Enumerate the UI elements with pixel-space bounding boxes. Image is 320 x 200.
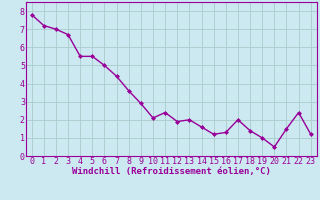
X-axis label: Windchill (Refroidissement éolien,°C): Windchill (Refroidissement éolien,°C) [72, 167, 271, 176]
